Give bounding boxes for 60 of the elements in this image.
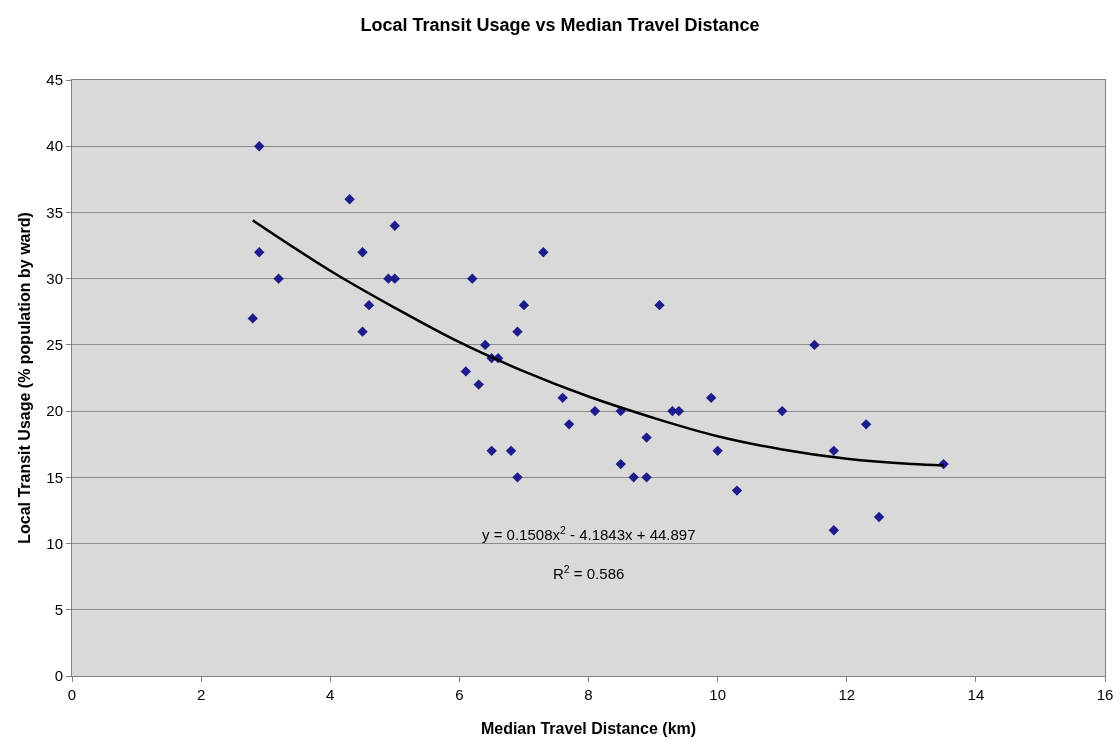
point: [357, 246, 368, 258]
point: [518, 299, 530, 311]
annotation: R$^{2}$ = 0.586: [553, 563, 625, 583]
point: [473, 379, 484, 390]
point: [615, 458, 626, 470]
point: [505, 445, 517, 457]
point: [589, 405, 601, 417]
point: [486, 445, 497, 457]
point: [641, 432, 652, 443]
point: [776, 405, 788, 417]
point: [254, 141, 265, 152]
point: [254, 246, 265, 258]
point: [460, 366, 472, 377]
point: [480, 339, 491, 351]
y-tick-label: 15: [46, 468, 63, 486]
point: [357, 326, 368, 337]
x-tick-label: 14: [967, 686, 985, 703]
x-tick-label: 8: [584, 686, 593, 703]
point: [860, 419, 872, 430]
point: [731, 485, 743, 496]
point: [705, 392, 717, 404]
chart-title: Local Transit Usage vs Median Travel Distance: [360, 15, 760, 36]
point: [389, 220, 401, 231]
x-tick-label: 4: [326, 686, 335, 703]
point: [512, 326, 523, 337]
point: [828, 525, 840, 536]
point: [628, 472, 639, 483]
x-tick-label: 10: [709, 686, 726, 703]
x-tick-label: 12: [838, 686, 856, 703]
point: [467, 273, 478, 284]
y-tick-label: 40: [46, 137, 63, 155]
point: [538, 246, 549, 258]
y-tick-label: 25: [46, 336, 63, 354]
y-tick-label: 45: [46, 71, 63, 89]
point: [641, 472, 652, 483]
point: [557, 392, 568, 404]
point: [809, 339, 820, 351]
y-tick-label: 35: [46, 203, 63, 221]
point: [828, 445, 840, 457]
x-tick-label: 2: [196, 686, 206, 703]
y-axis-title: Local Transit Usage (% population by ward): [16, 212, 33, 544]
point: [563, 419, 575, 430]
x-tick-label: 6: [455, 686, 464, 703]
point: [873, 511, 885, 523]
y-tick-label: 0: [54, 667, 63, 685]
point: [273, 273, 284, 284]
y-tick-label: 10: [46, 534, 63, 552]
point: [363, 299, 375, 311]
x-axis-title: Median Travel Distance (km): [480, 720, 697, 737]
point: [512, 472, 523, 483]
point: [712, 445, 723, 457]
y-tick-label: 20: [46, 402, 63, 420]
y-tick-label: 30: [46, 269, 63, 287]
y-tick-label: 5: [54, 601, 63, 619]
point: [247, 313, 258, 324]
x-tick-label: 16: [1096, 686, 1114, 703]
x-tick-label: 0: [67, 686, 77, 703]
point: [654, 299, 665, 311]
point: [344, 194, 355, 205]
annotation: y = 0.1508x$^{2}$ - 4.1843x + 44.897: [482, 524, 696, 544]
